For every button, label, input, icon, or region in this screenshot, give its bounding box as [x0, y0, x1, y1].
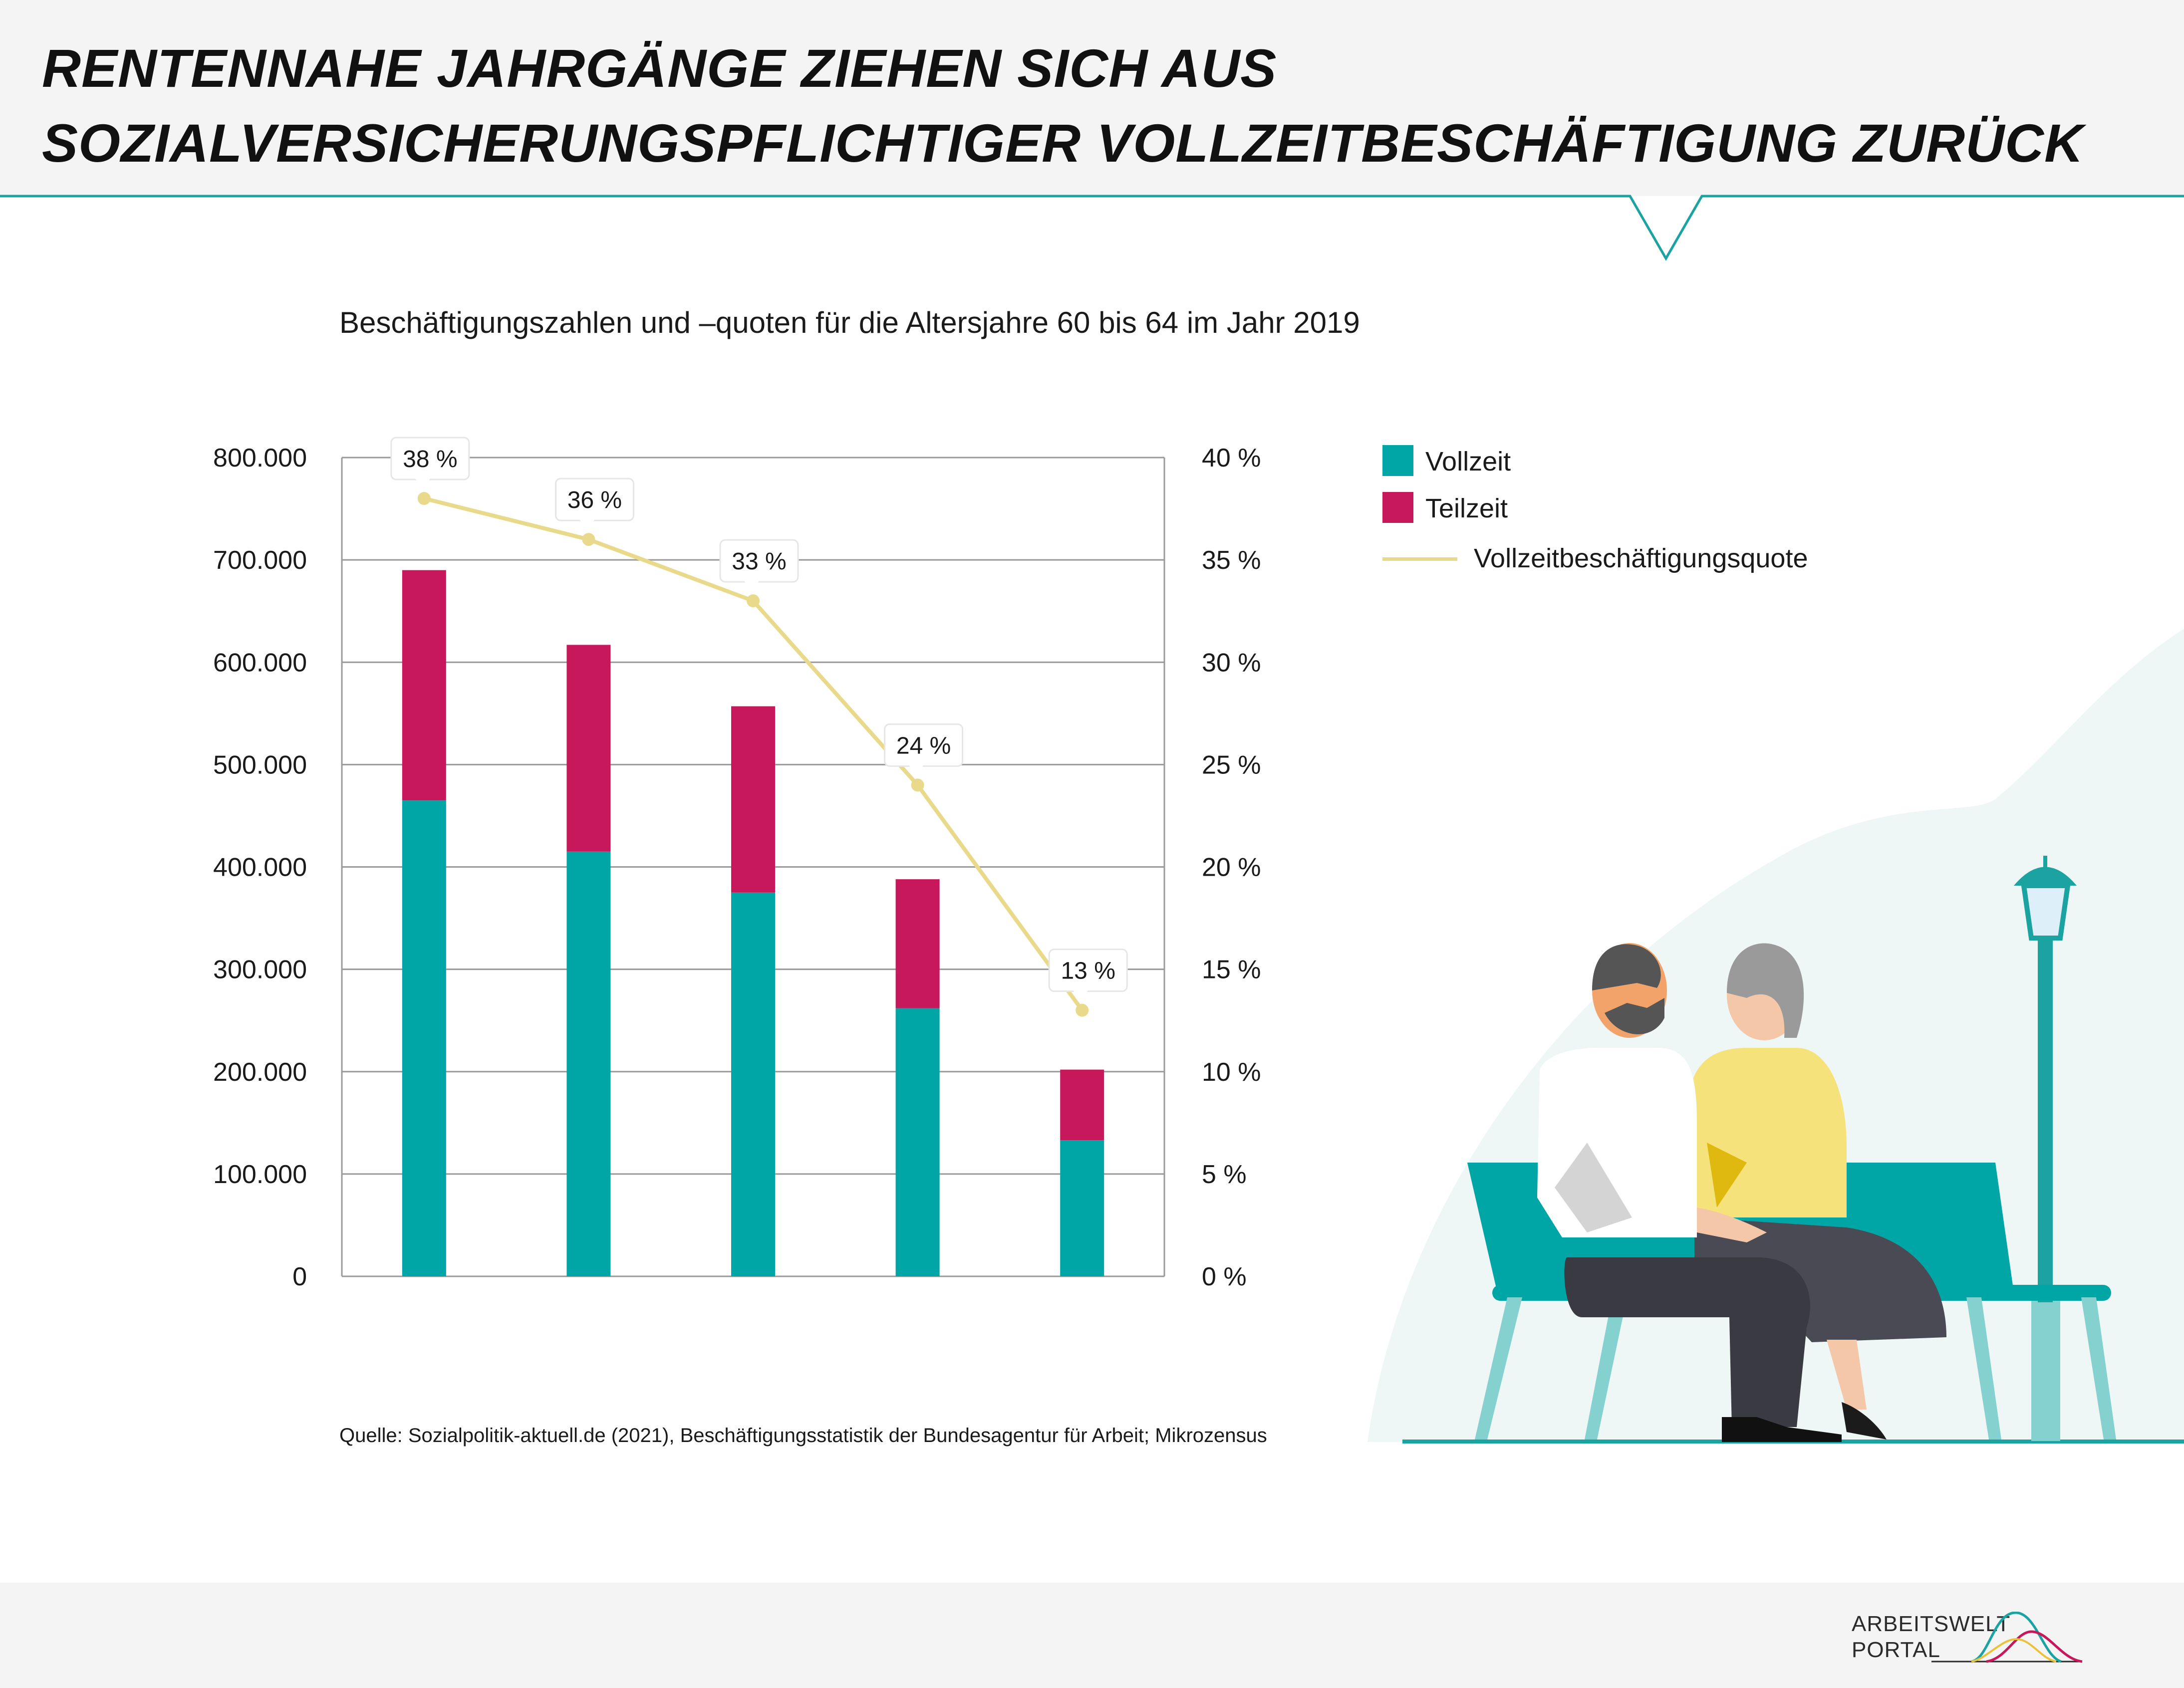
- header-divider: [0, 195, 2184, 261]
- quote-point: [747, 594, 760, 608]
- source-note: Quelle: Sozialpolitik-aktuell.de (2021),…: [339, 1425, 1267, 1447]
- y2-tick-label: 5 %: [1202, 1160, 1247, 1189]
- bar-teilzeit: [1060, 1069, 1104, 1141]
- header: RENTENNAHE JAHRGÄNGE ZIEHEN SICH AUS SOZ…: [0, 0, 2184, 196]
- y-tick-label: 400.000: [213, 853, 307, 882]
- quote-label-bubble: [1048, 949, 1128, 992]
- logo-line2: PORTAL: [1852, 1638, 1940, 1662]
- y-tick-label: 500.000: [213, 750, 307, 779]
- arbeitswelt-portal-logo: ARBEITSWELT PORTAL: [1852, 1612, 2086, 1672]
- quote-data-label: 13 %: [1061, 958, 1115, 984]
- quote-label-bubble: [390, 437, 470, 481]
- bar-vollzeit: [731, 892, 775, 1276]
- bar-vollzeit: [895, 1008, 940, 1276]
- quote-data-label: 36 %: [567, 487, 622, 513]
- y2-tick-label: 30 %: [1202, 648, 1261, 677]
- y-tick-label: 100.000: [213, 1160, 307, 1189]
- chart-subtitle: Beschäftigungszahlen und –quoten für die…: [339, 306, 1360, 339]
- quote-label-bubble: [554, 478, 634, 521]
- quote-point: [1076, 1003, 1089, 1017]
- footer: [0, 1583, 2184, 1688]
- y-tick-label: 700.000: [213, 546, 307, 575]
- quote-label-pointer: [415, 479, 430, 490]
- quote-data-label: 33 %: [732, 548, 786, 575]
- quote-data-label: 38 %: [403, 446, 457, 473]
- y-tick-label: 300.000: [213, 956, 307, 984]
- legend-swatch-teilzeit: [1382, 492, 1413, 523]
- y2-tick-label: 40 %: [1202, 444, 1261, 473]
- y2-tick-label: 20 %: [1202, 853, 1261, 882]
- legend-line-quote: [1382, 557, 1457, 561]
- bar-teilzeit: [566, 645, 611, 852]
- bar-teilzeit: [402, 570, 446, 801]
- quote-label-bubble: [719, 539, 799, 583]
- quote-label-bubble: [884, 723, 964, 767]
- quote-point: [582, 533, 595, 546]
- logo-line1: ARBEITSWELT: [1852, 1612, 2011, 1636]
- y2-tick-label: 25 %: [1202, 750, 1261, 779]
- quote-label-pointer: [579, 519, 595, 531]
- legend-label-teilzeit: Teilzeit: [1425, 493, 1508, 523]
- page-title: RENTENNAHE JAHRGÄNGE ZIEHEN SICH AUS SOZ…: [42, 38, 2084, 173]
- quote-label-pointer: [908, 765, 924, 776]
- quote-label-pointer: [744, 581, 759, 592]
- logo-curves-icon: [1931, 1612, 2083, 1663]
- bar-teilzeit: [731, 706, 775, 893]
- y-tick-label: 800.000: [213, 444, 307, 473]
- y2-tick-label: 15 %: [1202, 956, 1261, 984]
- legend-swatch-vollzeit: [1382, 445, 1413, 476]
- y-tick-label: 600.000: [213, 648, 307, 677]
- quote-point: [911, 778, 924, 792]
- bar-vollzeit: [566, 851, 611, 1276]
- bar-teilzeit: [895, 879, 940, 1008]
- quote-label-pointer: [1073, 990, 1089, 1001]
- y-tick-label: 200.000: [213, 1058, 307, 1087]
- legend-label-quote: Vollzeitbeschäftigungsquote: [1474, 543, 1808, 573]
- y2-tick-label: 35 %: [1202, 546, 1261, 575]
- bar-vollzeit: [402, 800, 446, 1276]
- y2-tick-label: 10 %: [1202, 1058, 1261, 1087]
- y2-tick-label: 0 %: [1202, 1262, 1247, 1291]
- legend-label-vollzeit: Vollzeit: [1425, 447, 1511, 477]
- bar-vollzeit: [1060, 1140, 1104, 1276]
- y-tick-label: 0: [292, 1262, 307, 1291]
- quote-point: [417, 492, 431, 505]
- quote-data-label: 24 %: [896, 732, 951, 759]
